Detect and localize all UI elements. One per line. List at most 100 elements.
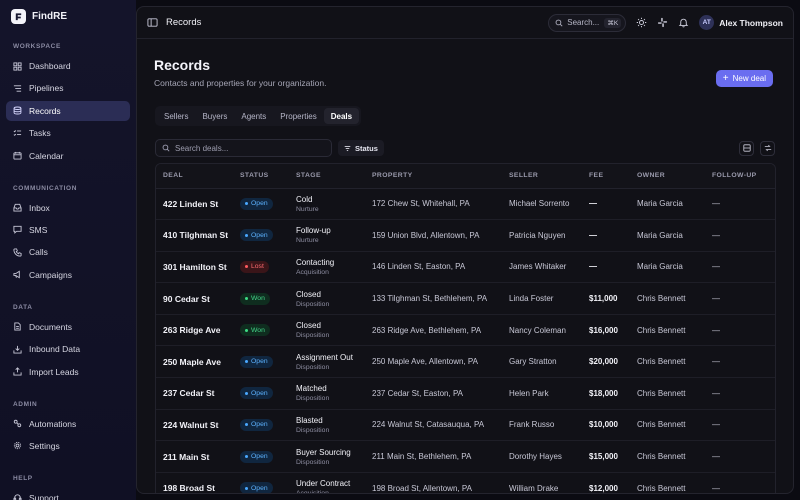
seller-cell: Frank Russo [502,409,582,442]
status-filter-button[interactable]: Status [338,140,384,156]
tab-buyers[interactable]: Buyers [202,111,228,121]
slack-icon[interactable] [657,17,668,28]
table-row[interactable]: 250 Maple Ave Open Assignment Out Dispositi… [156,345,775,379]
view-toggle-button[interactable] [739,140,754,156]
deal-search-input[interactable]: Search deals... [155,139,332,157]
deal-name[interactable]: 410 Tilghman St [156,219,233,252]
column-header-seller[interactable]: SELLER [502,164,582,189]
sidebar-item-label: Tasks [29,128,51,139]
sidebar-item-inbound-data[interactable]: Inbound Data [6,339,130,359]
sidebar-item-sms[interactable]: SMS [6,220,130,240]
stage-group: Acquisition [296,268,329,276]
sidebar-item-tasks[interactable]: Tasks [6,123,130,143]
phone-icon [13,248,22,257]
deal-name[interactable]: 198 Broad St [156,472,233,493]
sidebar-item-pipelines[interactable]: Pipelines [6,78,130,98]
sidebar-item-import-leads[interactable]: Import Leads [6,362,130,382]
followup-cell: — [705,282,775,315]
table-row[interactable]: 422 Linden St Open Cold Nurture 172 Chew St,… [156,188,775,221]
sidebar-item-documents[interactable]: Documents [6,317,130,337]
main-panel: Records Search... ⌘K AT Alex Thompson [136,6,794,494]
table-body: 422 Linden St Open Cold Nurture 172 Chew St,… [156,188,775,493]
table-row[interactable]: 410 Tilghman St Open Follow-up Nurture 159 U… [156,219,775,252]
seller-cell: Gary Stratton [502,345,582,379]
column-header-property[interactable]: PROPERTY [365,164,502,189]
column-header-owner[interactable]: OWNER [630,164,705,189]
theme-toggle-icon[interactable] [636,17,647,28]
sidebar-item-calls[interactable]: Calls [6,242,130,262]
sidebar-toggle-icon[interactable] [147,17,158,28]
status-badge: Lost [240,260,269,273]
column-header-follow-up[interactable]: FOLLOW-UP [705,164,775,189]
deal-name[interactable]: 422 Linden St [156,188,233,221]
user-menu[interactable]: AT Alex Thompson [699,15,783,30]
status-cell: Open [233,440,289,473]
sidebar-item-dashboard[interactable]: Dashboard [6,56,130,76]
sidebar-item-settings[interactable]: Settings [6,436,130,456]
table-row[interactable]: 263 Ridge Ave Won Closed Disposition 263 Rid… [156,314,775,347]
deal-name[interactable]: 250 Maple Ave [156,345,233,379]
table-row[interactable]: 90 Cedar St Won Closed Disposition 133 Tilgh… [156,282,775,315]
status-dot-icon [245,328,248,332]
column-header-stage[interactable]: STAGE [289,164,365,189]
deal-name[interactable]: 263 Ridge Ave [156,314,233,347]
brand[interactable]: FindRE [6,8,130,24]
sidebar-item-calendar[interactable]: Calendar [6,146,130,166]
new-deal-button[interactable]: + New deal [715,70,773,87]
followup-cell: — [705,345,775,379]
fee-cell: — [582,219,630,252]
bell-icon[interactable] [678,17,689,28]
table-row[interactable]: 224 Walnut St Open Blasted Disposition 224 W… [156,409,775,442]
stage-name: Cold [296,194,313,204]
tab-sellers[interactable]: Sellers [164,111,189,121]
status-cell: Lost [233,251,289,284]
sidebar-item-label: Pipelines [29,83,64,94]
status-cell: Open [233,219,289,252]
followup-cell: — [705,472,775,493]
status-cell: Open [233,377,289,410]
sidebar-item-records[interactable]: Records [6,100,130,121]
sidebar-section-label: HELP [13,474,33,482]
seller-cell: Helen Park [502,377,582,410]
stage-group: Nurture [296,237,319,245]
sidebar-item-campaigns[interactable]: Campaigns [6,265,130,285]
sidebar-item-label: Inbox [29,202,50,213]
status-cell: Won [233,314,289,347]
fee-cell: — [582,251,630,284]
column-header-deal[interactable]: DEAL [156,164,233,189]
status-dot-icon [245,202,248,206]
followup-cell: — [705,440,775,473]
sidebar-item-automations[interactable]: Automations [6,414,130,434]
tab-agents[interactable]: Agents [241,111,267,121]
stage-name: Follow-up [296,226,331,236]
tasks-icon [13,129,22,136]
status-badge-label: Open [251,389,268,397]
deal-name[interactable]: 301 Hamilton St [156,251,233,284]
table-row[interactable]: 301 Hamilton St Lost Contacting Acquisition… [156,251,775,284]
brand-name: FindRE [32,10,67,22]
deal-name[interactable]: 237 Cedar St [156,377,233,410]
sidebar-item-inbox[interactable]: Inbox [6,198,130,218]
deal-name[interactable]: 90 Cedar St [156,282,233,315]
owner-cell: Chris Bennett [630,440,705,473]
tab-deals[interactable]: Deals [323,108,360,124]
status-badge: Open [240,387,273,400]
global-search[interactable]: Search... ⌘K [548,13,627,32]
status-badge: Open [240,450,273,463]
sidebar-item-label: Calls [29,247,48,258]
deal-name[interactable]: 224 Walnut St [156,409,233,442]
deal-name[interactable]: 211 Main St [156,440,233,473]
column-header-status[interactable]: STATUS [233,164,289,189]
status-cell: Won [233,282,289,315]
tab-properties[interactable]: Properties [280,111,317,121]
status-dot-icon [245,233,248,237]
table-row[interactable]: 211 Main St Open Buyer Sourcing Disposition… [156,440,775,473]
avatar: AT [699,15,715,30]
status-badge: Open [240,355,273,368]
sort-button[interactable] [760,140,775,156]
sidebar-item-support[interactable]: Support [6,488,130,500]
topbar-title: Records [166,17,202,28]
table-row[interactable]: 237 Cedar St Open Matched Disposition 237 Ce… [156,377,775,410]
column-header-fee[interactable]: FEE [582,164,630,189]
table-row[interactable]: 198 Broad St Open Under Contract Acquisitio… [156,472,775,493]
